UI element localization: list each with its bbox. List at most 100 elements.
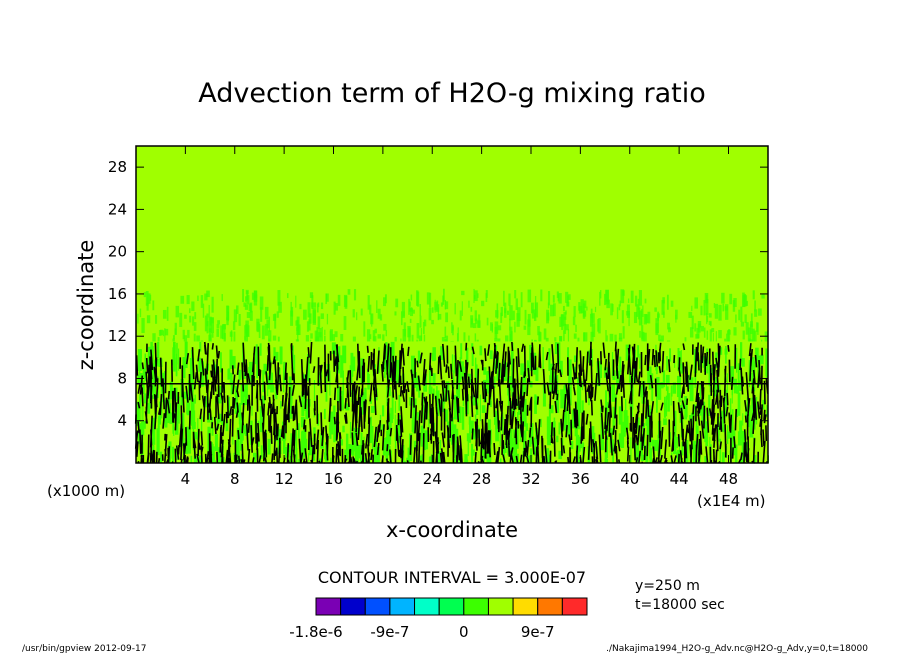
band-cell	[546, 338, 549, 342]
band-cell	[335, 331, 338, 337]
band-cell	[313, 310, 316, 325]
band-cell	[220, 325, 223, 338]
band-cell	[438, 307, 439, 320]
band-cell	[172, 339, 174, 342]
footer-right: ./Nakajima1994_H2O-g_Adv.nc@H2O-g_Adv,y=…	[606, 644, 868, 654]
colorbar-swatch	[513, 598, 538, 615]
band-cell	[547, 313, 550, 321]
band-cell	[211, 297, 213, 313]
x-tick-label: 32	[521, 470, 540, 488]
band-cell	[410, 319, 412, 323]
dense-cell	[260, 343, 262, 355]
x-tick-label: 8	[230, 470, 240, 488]
band-cell	[378, 334, 382, 338]
colorbar-swatch	[341, 598, 366, 615]
band-cell	[743, 331, 745, 340]
band-cell	[216, 329, 219, 337]
x-axis-label: x-coordinate	[386, 518, 518, 542]
band-cell	[373, 336, 376, 341]
band-cell	[494, 338, 497, 341]
dense-cell	[342, 346, 346, 364]
band-cell	[605, 330, 606, 341]
dense-cell	[490, 350, 493, 359]
band-cell	[137, 314, 138, 324]
dense-cell	[639, 354, 640, 369]
band-cell	[367, 329, 370, 341]
band-cell	[273, 314, 276, 321]
band-cell	[579, 306, 583, 314]
dense-cell	[690, 377, 694, 401]
dense-cell	[671, 386, 673, 397]
footer-left: /usr/bin/gpview 2012-09-17	[22, 644, 146, 654]
colorbar-tick-label: -1.8e-6	[289, 623, 342, 641]
band-cell	[534, 340, 536, 342]
band-cell	[568, 329, 569, 342]
band-cell	[407, 326, 410, 337]
band-cell	[610, 334, 614, 342]
x-tick-label: 16	[324, 470, 343, 488]
dense-cell	[238, 370, 241, 380]
x-tick-label: 24	[423, 470, 442, 488]
band-cell	[641, 325, 643, 339]
band-cell	[197, 296, 199, 301]
band-cell	[194, 322, 197, 331]
dense-cell	[575, 427, 578, 436]
band-cell	[574, 306, 576, 317]
band-cell	[706, 299, 709, 315]
band-cell	[477, 340, 479, 342]
y-tick-label: 24	[108, 200, 127, 218]
dense-cell	[454, 355, 455, 373]
band-cell	[722, 304, 724, 312]
band-cell	[718, 330, 722, 338]
x-tick-label: 12	[275, 470, 294, 488]
chart-title: Advection term of H2O-g mixing ratio	[198, 78, 706, 109]
band-cell	[311, 295, 313, 309]
dense-cell	[215, 434, 218, 451]
dense-cell	[736, 348, 737, 373]
band-cell	[735, 314, 736, 322]
band-cell	[619, 333, 622, 339]
band-cell	[698, 324, 701, 333]
y-tick-label: 8	[117, 369, 127, 387]
contour-interval: CONTOUR INTERVAL = 3.000E-07	[318, 568, 586, 587]
band-cell	[226, 306, 229, 320]
dense-cell	[666, 380, 667, 391]
band-cell	[265, 324, 268, 336]
band-cell	[525, 310, 527, 325]
band-cell	[386, 330, 387, 336]
band-cell	[176, 306, 179, 318]
band-cell	[344, 316, 347, 330]
x-tick-label: 48	[719, 470, 738, 488]
dense-cell	[228, 368, 230, 379]
band-cell	[462, 301, 463, 316]
dense-cell	[700, 385, 701, 401]
dense-cell	[429, 456, 431, 462]
band-cell	[234, 309, 237, 322]
band-cell	[733, 327, 736, 335]
band-cell	[700, 306, 702, 316]
band-cell	[750, 321, 753, 327]
band-cell	[224, 333, 226, 341]
colorbar-swatch	[365, 598, 390, 615]
dense-cell	[656, 396, 658, 413]
band-cell	[495, 310, 498, 317]
band-cell	[725, 304, 728, 320]
band-cell	[247, 312, 250, 318]
plot-area	[136, 146, 769, 463]
band-cell	[189, 316, 191, 323]
x-tick-label: 28	[472, 470, 491, 488]
band-cell	[463, 332, 465, 341]
x-tick-label: 44	[670, 470, 689, 488]
band-cell	[163, 310, 167, 319]
dense-cell	[695, 381, 696, 388]
dense-cell	[301, 432, 303, 450]
band-cell	[152, 300, 154, 310]
band-cell	[296, 339, 299, 341]
band-cell	[243, 302, 246, 306]
band-cell	[442, 337, 445, 341]
dense-cell	[667, 393, 670, 412]
band-cell	[554, 337, 556, 341]
band-cell	[310, 333, 313, 338]
